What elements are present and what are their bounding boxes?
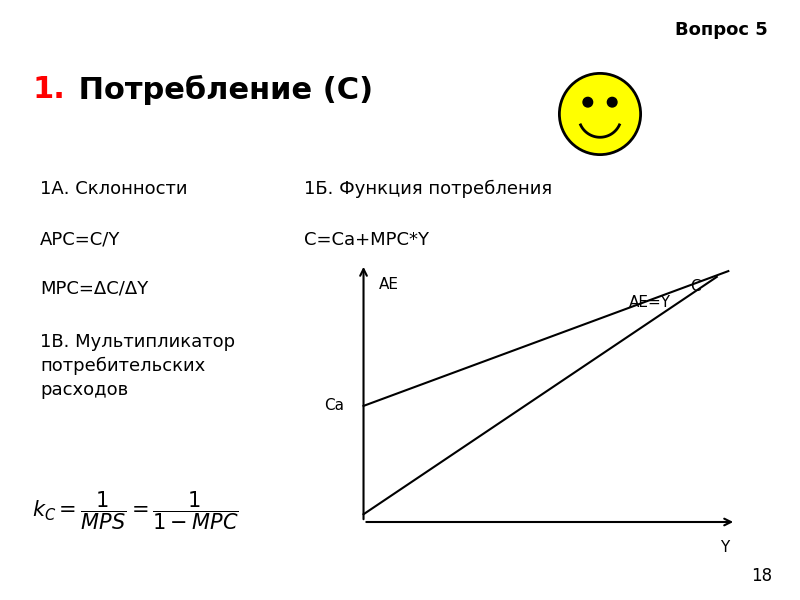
Text: МРС=ΔС/ΔY: МРС=ΔС/ΔY <box>40 279 148 297</box>
Text: Ca: Ca <box>324 398 344 413</box>
Circle shape <box>607 97 617 107</box>
Text: Потребление (С): Потребление (С) <box>68 75 373 105</box>
Circle shape <box>583 97 593 107</box>
Text: C: C <box>690 279 701 294</box>
Text: 1.: 1. <box>32 75 65 104</box>
Text: $k_C = \dfrac{1}{MPS} = \dfrac{1}{1-MPC}$: $k_C = \dfrac{1}{MPS} = \dfrac{1}{1-MPC}… <box>32 489 238 532</box>
Text: Вопрос 5: Вопрос 5 <box>675 21 768 39</box>
Text: 1Б. Функция потребления: 1Б. Функция потребления <box>304 180 552 198</box>
Text: С=Ca+МРС*Y: С=Ca+МРС*Y <box>304 231 429 249</box>
Text: 1А. Склонности: 1А. Склонности <box>40 180 187 198</box>
Circle shape <box>559 73 641 155</box>
Text: Y: Y <box>720 540 729 555</box>
Text: 18: 18 <box>751 567 772 585</box>
Text: AE: AE <box>379 277 399 292</box>
Text: 1В. Мультипликатор
потребительских
расходов: 1В. Мультипликатор потребительских расхо… <box>40 333 235 398</box>
Text: АРС=С/Y: АРС=С/Y <box>40 231 120 249</box>
Text: AE=Y: AE=Y <box>629 295 670 310</box>
